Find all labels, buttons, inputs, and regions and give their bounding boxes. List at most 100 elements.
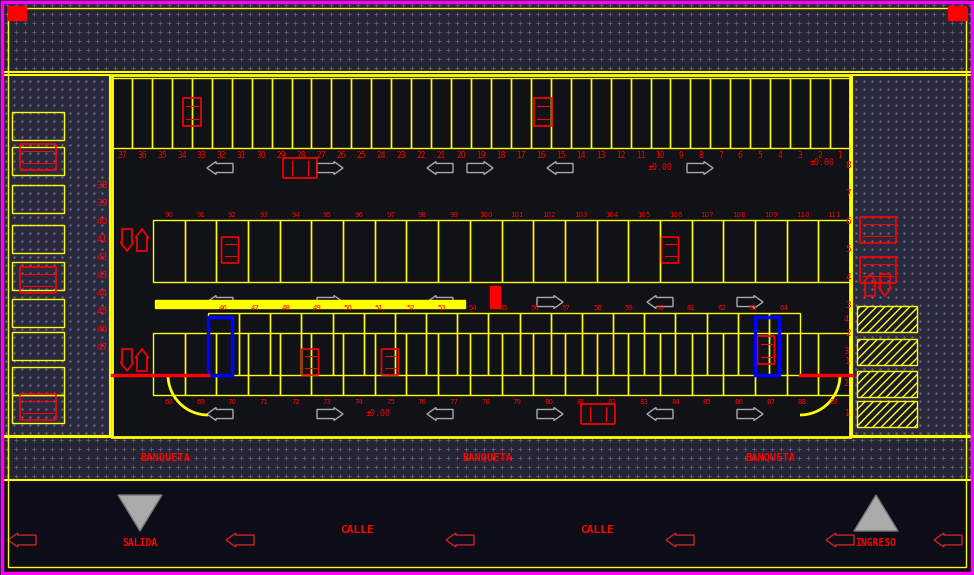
Text: 100: 100 [479, 212, 493, 218]
Bar [818, 220, 850, 282]
Text: 12: 12 [616, 151, 625, 159]
Bar [830, 78, 850, 148]
Bar [551, 78, 571, 148]
Bar [737, 313, 768, 375]
Text: 58: 58 [593, 305, 602, 311]
Text: 49: 49 [313, 305, 321, 311]
Bar [272, 78, 291, 148]
Text: 106: 106 [669, 212, 683, 218]
Text: 42: 42 [96, 252, 108, 262]
Text: 95: 95 [322, 212, 332, 218]
Text: 21: 21 [436, 151, 446, 159]
Text: 4: 4 [843, 315, 849, 324]
Text: 27: 27 [317, 151, 326, 159]
Text: 4: 4 [778, 151, 783, 159]
Bar [611, 78, 630, 148]
Text: 51: 51 [375, 305, 384, 311]
Bar [426, 313, 457, 375]
Bar [12, 262, 64, 290]
Bar [312, 78, 331, 148]
Text: ±0.00: ±0.00 [365, 409, 391, 419]
Bar [471, 78, 491, 148]
Text: 31: 31 [237, 151, 246, 159]
Text: 6: 6 [738, 151, 743, 159]
Bar [280, 220, 312, 282]
Text: 72: 72 [291, 399, 300, 405]
Text: 22: 22 [417, 151, 426, 159]
Text: 2: 2 [845, 328, 851, 338]
Bar [153, 220, 185, 282]
Bar [724, 220, 755, 282]
Bar [787, 220, 818, 282]
Bar [394, 313, 426, 375]
Bar [490, 286, 500, 308]
Bar [770, 78, 790, 148]
Bar [755, 333, 787, 395]
Bar [112, 75, 850, 437]
Text: 78: 78 [481, 399, 490, 405]
Text: BANQUETA: BANQUETA [140, 453, 190, 463]
Bar [406, 333, 438, 395]
Bar [730, 78, 750, 148]
Text: 82: 82 [608, 399, 617, 405]
Bar [12, 225, 64, 253]
Bar [12, 185, 64, 213]
Bar [596, 220, 628, 282]
Bar [216, 220, 248, 282]
Text: 94: 94 [291, 212, 300, 218]
Text: 104: 104 [606, 212, 619, 218]
Bar [8, 6, 26, 20]
Bar [565, 333, 596, 395]
Text: 87: 87 [767, 399, 775, 405]
Text: 109: 109 [764, 212, 777, 218]
Text: 2: 2 [843, 380, 849, 389]
Text: 37: 37 [117, 151, 127, 159]
Bar [232, 78, 251, 148]
Text: 43: 43 [96, 270, 108, 279]
Bar [153, 333, 185, 395]
Text: 92: 92 [228, 212, 237, 218]
Text: 3: 3 [798, 151, 803, 159]
Text: 2: 2 [818, 151, 822, 159]
Bar [768, 313, 800, 375]
Text: BANQUETA: BANQUETA [462, 453, 512, 463]
Text: 68: 68 [165, 399, 173, 405]
Text: 41: 41 [96, 235, 108, 243]
Text: 53: 53 [437, 305, 446, 311]
Text: 86: 86 [734, 399, 743, 405]
Bar [630, 78, 651, 148]
Text: 39: 39 [96, 198, 108, 208]
Text: 80: 80 [544, 399, 553, 405]
Bar [112, 150, 850, 185]
Text: 69: 69 [196, 399, 205, 405]
Text: 6: 6 [845, 217, 851, 225]
Bar [352, 78, 371, 148]
Text: 47: 47 [250, 305, 259, 311]
Text: 8: 8 [698, 151, 703, 159]
Bar [755, 220, 787, 282]
Text: 20: 20 [456, 151, 466, 159]
Text: 28: 28 [297, 151, 306, 159]
Text: CALLE: CALLE [581, 525, 614, 535]
Bar [457, 313, 488, 375]
Bar [857, 306, 917, 332]
Bar [12, 395, 64, 423]
Bar [185, 333, 216, 395]
Text: 18: 18 [496, 151, 506, 159]
Text: 88: 88 [798, 399, 807, 405]
Bar [2, 2, 972, 72]
Text: 13: 13 [596, 151, 606, 159]
Bar [438, 333, 469, 395]
Bar [710, 78, 730, 148]
Text: 33: 33 [197, 151, 206, 159]
Bar [724, 333, 755, 395]
Text: 79: 79 [513, 399, 522, 405]
Bar [948, 6, 966, 20]
Bar [670, 78, 691, 148]
Text: 3: 3 [843, 347, 849, 356]
Text: 38: 38 [96, 181, 108, 190]
Bar [750, 78, 770, 148]
Bar [692, 333, 724, 395]
Bar [375, 220, 406, 282]
Text: 46: 46 [219, 305, 228, 311]
